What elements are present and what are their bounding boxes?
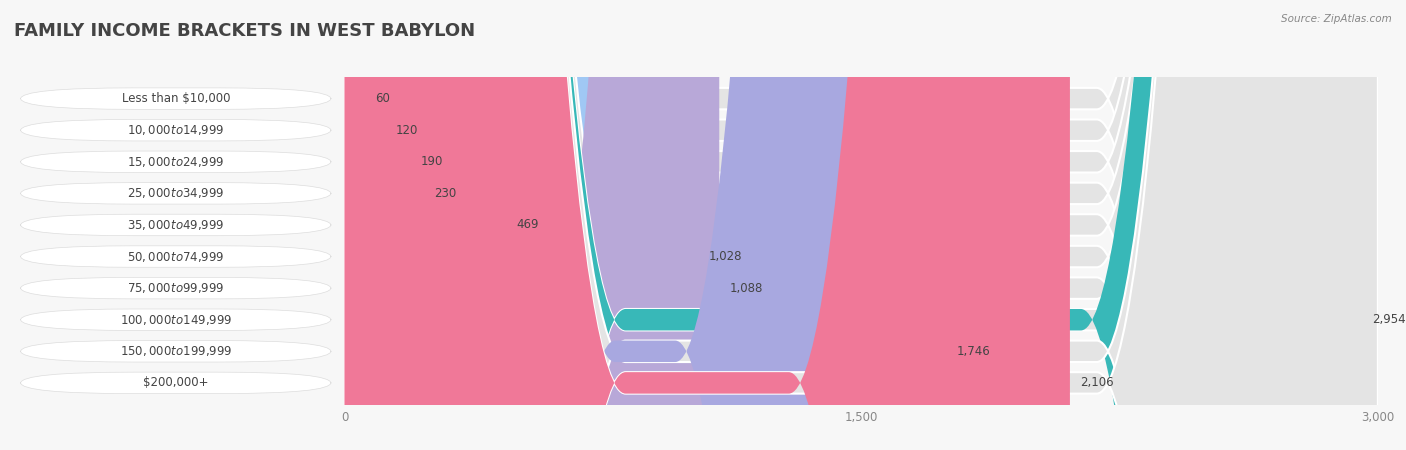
Text: $75,000 to $99,999: $75,000 to $99,999: [127, 281, 225, 295]
FancyBboxPatch shape: [21, 214, 330, 236]
Text: 2,106: 2,106: [1080, 376, 1114, 389]
FancyBboxPatch shape: [344, 0, 1070, 450]
FancyBboxPatch shape: [344, 0, 385, 450]
FancyBboxPatch shape: [21, 246, 330, 267]
FancyBboxPatch shape: [344, 0, 423, 450]
FancyBboxPatch shape: [21, 309, 330, 330]
FancyBboxPatch shape: [344, 0, 1378, 450]
Text: $150,000 to $199,999: $150,000 to $199,999: [120, 344, 232, 358]
Text: Source: ZipAtlas.com: Source: ZipAtlas.com: [1281, 14, 1392, 23]
Text: $10,000 to $14,999: $10,000 to $14,999: [127, 123, 225, 137]
Text: Less than $10,000: Less than $10,000: [121, 92, 231, 105]
FancyBboxPatch shape: [344, 0, 1378, 450]
Text: 120: 120: [396, 124, 419, 137]
FancyBboxPatch shape: [344, 0, 946, 450]
Text: $50,000 to $74,999: $50,000 to $74,999: [127, 250, 225, 264]
FancyBboxPatch shape: [344, 0, 1378, 450]
Text: $15,000 to $24,999: $15,000 to $24,999: [127, 155, 225, 169]
FancyBboxPatch shape: [21, 183, 330, 204]
FancyBboxPatch shape: [344, 0, 1378, 450]
Text: 1,746: 1,746: [956, 345, 990, 358]
FancyBboxPatch shape: [344, 0, 1378, 450]
FancyBboxPatch shape: [21, 151, 330, 172]
FancyBboxPatch shape: [344, 0, 1378, 450]
FancyBboxPatch shape: [21, 372, 330, 394]
FancyBboxPatch shape: [21, 88, 330, 109]
Text: 230: 230: [434, 187, 457, 200]
FancyBboxPatch shape: [344, 0, 1378, 450]
Text: $100,000 to $149,999: $100,000 to $149,999: [120, 313, 232, 327]
FancyBboxPatch shape: [344, 0, 1378, 450]
FancyBboxPatch shape: [344, 0, 1378, 450]
Text: 190: 190: [420, 155, 443, 168]
Text: $200,000+: $200,000+: [143, 376, 208, 389]
Text: $25,000 to $34,999: $25,000 to $34,999: [127, 186, 225, 200]
FancyBboxPatch shape: [21, 119, 330, 141]
Text: $35,000 to $49,999: $35,000 to $49,999: [127, 218, 225, 232]
FancyBboxPatch shape: [344, 0, 411, 450]
Text: 2,954: 2,954: [1372, 313, 1406, 326]
Text: 469: 469: [516, 218, 538, 231]
Text: 60: 60: [375, 92, 391, 105]
FancyBboxPatch shape: [344, 0, 720, 450]
FancyBboxPatch shape: [344, 0, 699, 450]
FancyBboxPatch shape: [344, 0, 1362, 450]
Text: 1,088: 1,088: [730, 282, 763, 295]
FancyBboxPatch shape: [21, 341, 330, 362]
FancyBboxPatch shape: [21, 277, 330, 299]
FancyBboxPatch shape: [344, 0, 1378, 450]
Text: FAMILY INCOME BRACKETS IN WEST BABYLON: FAMILY INCOME BRACKETS IN WEST BABYLON: [14, 22, 475, 40]
FancyBboxPatch shape: [344, 0, 366, 450]
Text: 1,028: 1,028: [709, 250, 742, 263]
FancyBboxPatch shape: [344, 0, 506, 450]
